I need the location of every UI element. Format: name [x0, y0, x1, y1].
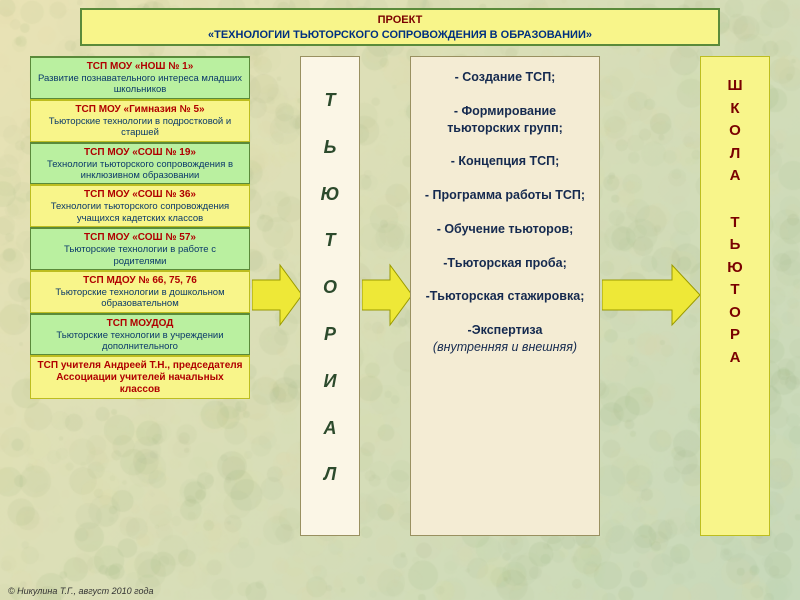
- list-line: - Концепция ТСП;: [421, 153, 589, 170]
- tsp-box-3: ТСП МОУ «СОШ № 36»Технологии тьюторского…: [30, 184, 250, 227]
- activities-list-box: - Создание ТСП; - Формирование тьюторски…: [410, 56, 600, 536]
- tsp-title: ТСП МОУ «СОШ № 19»: [37, 147, 243, 159]
- tsp-title: ТСП МОУ «НОШ № 1»: [37, 61, 243, 73]
- list-line: [421, 137, 589, 154]
- right-letter: О: [701, 120, 769, 143]
- tsp-desc: Тьюторские технологии в дошкольном образ…: [37, 287, 243, 310]
- list-line: - Создание ТСП;: [421, 69, 589, 86]
- tsp-desc: Технологии тьюторского сопровождения уча…: [37, 201, 243, 224]
- list-line: [421, 272, 589, 289]
- tsp-box-7: ТСП учителя Андреей Т.Н., председателя А…: [30, 355, 250, 399]
- right-letter: Ш: [701, 75, 769, 98]
- tutorial-vertical-box: ТЬЮТОРИАЛ: [300, 56, 360, 536]
- list-line: -Тьюторская стажировка;: [421, 288, 589, 305]
- tsp-box-5: ТСП МДОУ № 66, 75, 76Тьюторские технолог…: [30, 270, 250, 313]
- right-letter: А: [701, 165, 769, 188]
- tsp-desc: Технологии тьюторского сопровождения в и…: [37, 159, 243, 182]
- list-line: - Обучение тьюторов;: [421, 221, 589, 238]
- tsp-title: ТСП МОУ «СОШ № 57»: [37, 232, 243, 244]
- list-line: [421, 86, 589, 103]
- right-letter: Т: [701, 212, 769, 235]
- list-line: - Формирование тьюторских групп;: [421, 103, 589, 137]
- center-letter: Ю: [301, 171, 359, 218]
- footer-credit: © Никулина Т.Г., август 2010 года: [8, 586, 154, 596]
- right-letter: О: [701, 302, 769, 325]
- list-tail: (внутренняя и внешняя): [421, 339, 589, 356]
- list-line: [421, 238, 589, 255]
- tsp-box-0: ТСП МОУ «НОШ № 1»Развитие познавательног…: [30, 56, 250, 99]
- arrow-2: [362, 260, 412, 330]
- tsp-column: ТСП МОУ «НОШ № 1»Развитие познавательног…: [30, 56, 250, 399]
- center-letter: Р: [301, 311, 359, 358]
- tsp-title: ТСП МДОУ № 66, 75, 76: [37, 275, 243, 287]
- tsp-desc: Тьюторские технологии в работе с родител…: [37, 244, 243, 267]
- list-line: -Экспертиза: [421, 322, 589, 339]
- tsp-title: ТСП учителя Андреей Т.Н., председателя А…: [37, 360, 243, 396]
- arrow-3: [602, 260, 700, 330]
- list-line: [421, 170, 589, 187]
- tsp-title: ТСП МОУ «СОШ № 36»: [37, 189, 243, 201]
- tsp-title: ТСП МОУДОД: [37, 318, 243, 330]
- center-letter: О: [301, 264, 359, 311]
- center-letter: И: [301, 358, 359, 405]
- center-letter: Т: [301, 217, 359, 264]
- tsp-box-4: ТСП МОУ «СОШ № 57»Тьюторские технологии …: [30, 227, 250, 270]
- right-letter: Ь: [701, 234, 769, 257]
- project-title-box: ПРОЕКТ «ТЕХНОЛОГИИ ТЬЮТОРСКОГО СОПРОВОЖД…: [80, 8, 720, 46]
- center-letter: А: [301, 405, 359, 452]
- list-line: -Тьюторская проба;: [421, 255, 589, 272]
- tsp-box-2: ТСП МОУ «СОШ № 19»Технологии тьюторского…: [30, 142, 250, 185]
- list-line: [421, 204, 589, 221]
- right-letter: Р: [701, 324, 769, 347]
- list-line: - Программа работы ТСП;: [421, 187, 589, 204]
- center-letter: Л: [301, 451, 359, 498]
- project-title-line2: «ТЕХНОЛОГИИ ТЬЮТОРСКОГО СОПРОВОЖДЕНИЯ В …: [88, 28, 712, 43]
- tsp-desc: Тьюторские технологии в подростковой и с…: [37, 116, 243, 139]
- center-letter: Ь: [301, 124, 359, 171]
- arrow-1: [252, 260, 302, 330]
- center-letter: Т: [301, 77, 359, 124]
- right-letter: Л: [701, 143, 769, 166]
- right-letter: А: [701, 347, 769, 370]
- school-tutor-box: ШКОЛАТЬЮТОРА: [700, 56, 770, 536]
- right-letter: К: [701, 98, 769, 121]
- tsp-desc: Тьюторские технологии в учреждении допол…: [37, 330, 243, 353]
- tsp-title: ТСП МОУ «Гимназия № 5»: [37, 104, 243, 116]
- tsp-box-1: ТСП МОУ «Гимназия № 5»Тьюторские техноло…: [30, 99, 250, 142]
- right-letter: Ю: [701, 257, 769, 280]
- tsp-box-6: ТСП МОУДОДТьюторские технологии в учрежд…: [30, 313, 250, 356]
- right-letter: Т: [701, 279, 769, 302]
- project-title-line1: ПРОЕКТ: [88, 13, 712, 28]
- list-line: [421, 305, 589, 322]
- tsp-desc: Развитие познавательного интереса младши…: [37, 73, 243, 96]
